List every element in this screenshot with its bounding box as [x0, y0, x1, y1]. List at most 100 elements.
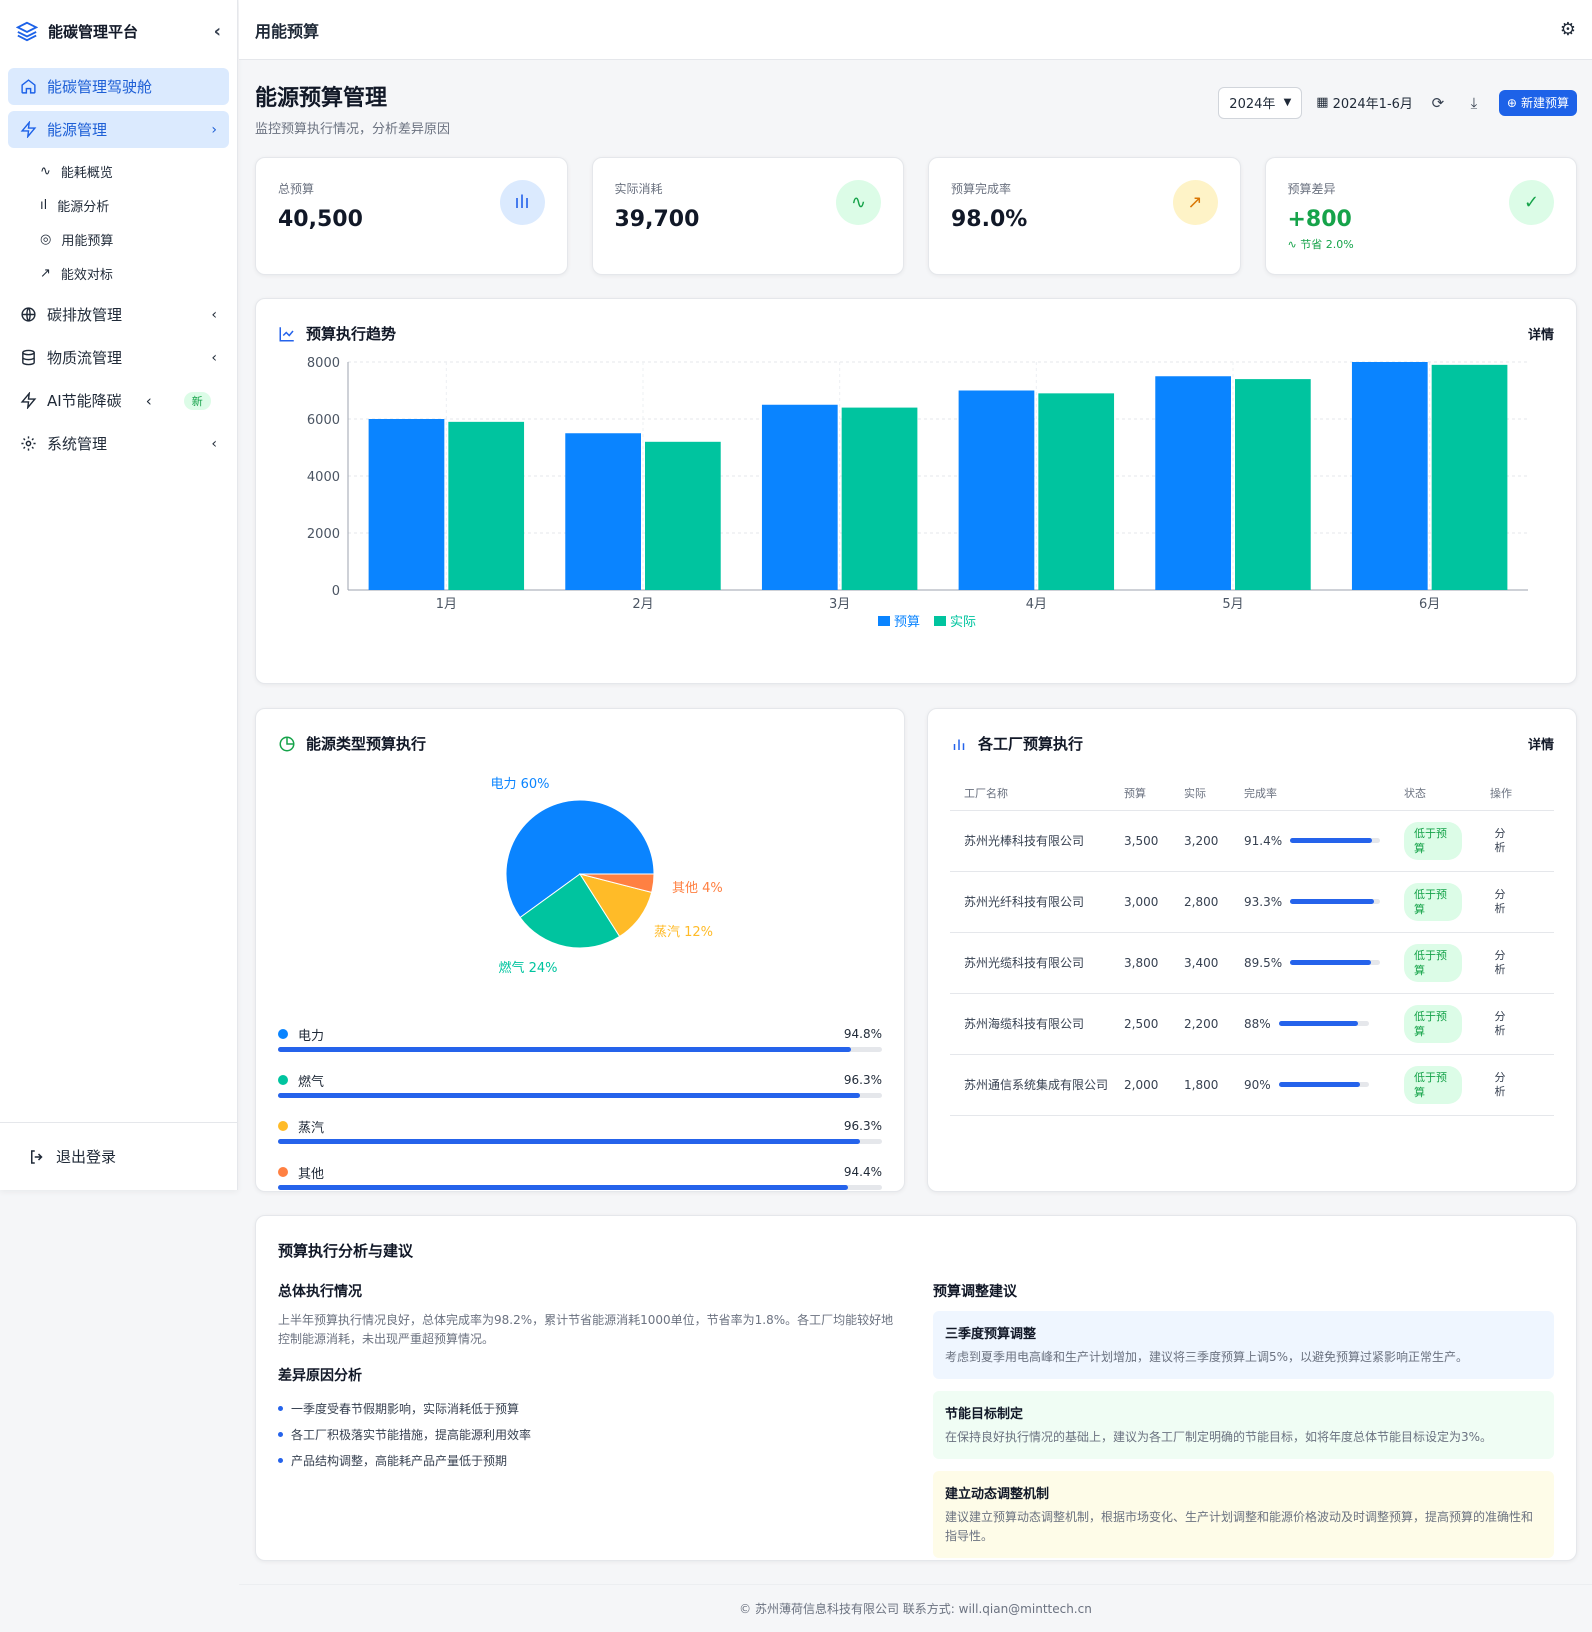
sidebar-item-ai[interactable]: AI节能降碳 ‹ 新	[8, 382, 229, 419]
pie-chart-icon	[279, 736, 295, 751]
logout-label: 退出登录	[56, 1148, 117, 1166]
status-badge: 低于预算	[1404, 1065, 1462, 1104]
card-title: 各工厂预算执行	[978, 735, 1084, 753]
stat-value: 39,700	[614, 207, 700, 232]
column-header: 状态	[1390, 776, 1476, 811]
new-budget-button[interactable]: ⊕ 新建预算	[1498, 89, 1577, 116]
factory-budget: 2,000	[1110, 1054, 1170, 1116]
rate-text: 91.4%	[1244, 833, 1283, 848]
energy-row: 电力 94.8%	[278, 1024, 882, 1052]
suggestion-text: 在保持良好执行情况的基础上，建议为各工厂制定明确的节能目标，如将年度总体节能目标…	[945, 1430, 1493, 1444]
suggestion-card: 建立动态调整机制 建议建立预算动态调整机制，根据市场变化、生产计划调整和能源价格…	[933, 1471, 1554, 1558]
sidebar-subitem-budget[interactable]: ◎ 用能预算	[0, 222, 237, 256]
stat-cards: 总预算 40,500 ılı 实际消耗 39,700 ∿ 预算完成率 98.0%…	[255, 157, 1577, 275]
factory-op: 分析	[1476, 932, 1554, 994]
new-budget-label: 新建预算	[1520, 96, 1569, 110]
chevron-left-icon: ‹	[211, 306, 217, 323]
sidebar-item-system[interactable]: 系统管理 ‹	[8, 425, 229, 462]
year-select[interactable]: 2024年 ▼	[1218, 86, 1303, 119]
gear-icon	[21, 436, 36, 451]
progress-track	[1290, 899, 1381, 904]
download-icon[interactable]: ⤓	[1470, 93, 1478, 112]
bar-chart-icon: ılı	[499, 180, 545, 225]
column-header: 实际	[1170, 776, 1230, 811]
column-header: 工厂名称	[950, 776, 1110, 811]
factory-name: 苏州光棒科技有限公司	[950, 810, 1110, 872]
diff-title: 差异原因分析	[278, 1368, 362, 1384]
sidebar-subitem-label: 能耗概览	[60, 165, 113, 181]
analyze-link[interactable]: 分析	[1494, 1070, 1506, 1098]
column-header: 操作	[1476, 776, 1554, 811]
stat-note-text: 节省 2.0%	[1300, 238, 1354, 251]
progress-track	[278, 1185, 882, 1190]
factory-status: 低于预算	[1390, 871, 1476, 933]
pie-label: 电力 60%	[490, 777, 549, 792]
suggestion-card: 节能目标制定 在保持良好执行情况的基础上，建议为各工厂制定明确的节能目标，如将年…	[933, 1391, 1554, 1459]
status-badge: 低于预算	[1404, 882, 1462, 921]
card-header: 各工厂预算执行 详情	[950, 733, 1554, 754]
new-badge: 新	[183, 391, 211, 410]
progress-fill	[1290, 960, 1371, 965]
sidebar-subitem-label: 能效对标	[60, 267, 113, 283]
details-link[interactable]: 详情	[1527, 738, 1554, 753]
analyze-link[interactable]: 分析	[1494, 948, 1506, 976]
progress-track	[278, 1047, 882, 1052]
stat-label: 实际消耗	[614, 182, 663, 196]
sidebar-subitem-label: 用能预算	[61, 233, 114, 249]
legend-label: 预算	[894, 615, 920, 630]
factory-actual: 2,800	[1170, 871, 1230, 933]
main-content: 能源预算管理 监控预算执行情况，分析差异原因 2024年 ▼ ▦ 2024年1-…	[255, 60, 1577, 1561]
page-subtitle: 监控预算执行情况，分析差异原因	[255, 122, 451, 137]
progress-fill	[278, 1139, 860, 1144]
rate-text: 90%	[1244, 1077, 1271, 1092]
analyze-link[interactable]: 分析	[1494, 887, 1506, 915]
progress-fill	[1278, 1021, 1358, 1026]
sidebar-item-label: 能源管理	[47, 121, 108, 139]
details-link[interactable]: 详情	[1527, 328, 1554, 343]
target-icon: ◎	[40, 231, 52, 247]
progress-track	[1278, 1082, 1369, 1087]
factory-name: 苏州光纤科技有限公司	[950, 871, 1110, 933]
refresh-icon[interactable]: ⟳	[1431, 93, 1445, 112]
pie-label: 蒸汽 12%	[654, 925, 713, 940]
sidebar-item-cockpit[interactable]: 能碳管理驾驶舱	[8, 68, 229, 105]
chevron-left-icon: ‹	[145, 391, 152, 410]
card-title: 能源类型预算执行	[306, 735, 427, 753]
factory-name: 苏州通信系统集成有限公司	[950, 1054, 1110, 1116]
bar-预算	[958, 390, 1035, 590]
sidebar-subitem-analysis[interactable]: ıl 能源分析	[0, 188, 237, 222]
diff-list: 一季度受春节假期影响，实际消耗低于预算 各工厂积极落实节能措施，提高能源利用效率…	[278, 1395, 899, 1473]
sidebar-subitem-benchmark[interactable]: ↗ 能效对标	[0, 256, 237, 290]
bar-预算	[761, 404, 838, 590]
analyze-link[interactable]: 分析	[1494, 1009, 1506, 1037]
logout-button[interactable]: 退出登录	[0, 1122, 237, 1190]
sidebar-item-material[interactable]: 物质流管理 ‹	[8, 339, 229, 376]
steam-dot	[278, 1121, 288, 1131]
energy-progress-list: 电力 94.8% 燃气 96.3% 蒸汽 96.3% 其他 94.4%	[278, 1024, 882, 1190]
line-chart-icon	[279, 326, 294, 341]
energy-type-card: 能源类型预算执行 电力 60% 燃气 24% 蒸汽 12% 其他 4% 电力 94.8%…	[255, 708, 905, 1192]
electricity-dot	[278, 1029, 288, 1039]
rate-text: 88%	[1244, 1016, 1271, 1031]
factory-name: 苏州海缆科技有限公司	[950, 993, 1110, 1055]
factory-budget-card: 各工厂预算执行 详情 工厂名称 预算 实际 完成率 状态 操作 苏州光棒科技有限…	[927, 708, 1577, 1192]
topbar: 用能预算 ⚙	[239, 0, 1592, 60]
date-range-picker[interactable]: ▦ 2024年1-6月	[1316, 93, 1413, 112]
sidebar-item-energy[interactable]: 能源管理 ›	[8, 111, 229, 148]
collapse-sidebar-icon[interactable]: ‹	[213, 20, 221, 42]
settings-gear-icon[interactable]: ⚙	[1559, 19, 1576, 40]
trending-up-icon: ↗	[40, 265, 51, 281]
analyze-link[interactable]: 分析	[1494, 826, 1506, 854]
bar-实际	[1038, 393, 1115, 590]
factory-table: 工厂名称 预算 实际 完成率 状态 操作 苏州光棒科技有限公司 3,500 3,…	[950, 776, 1554, 1116]
sidebar-item-carbon[interactable]: 碳排放管理 ‹	[8, 296, 229, 333]
chevron-down-icon: ▼	[1283, 97, 1292, 108]
factory-status: 低于预算	[1390, 932, 1476, 994]
energy-pct: 96.3%	[843, 1119, 882, 1133]
pie-label: 燃气 24%	[498, 960, 557, 976]
date-range-value: 2024年1-6月	[1332, 97, 1413, 112]
page-header: 能源预算管理 监控预算执行情况，分析差异原因 2024年 ▼ ▦ 2024年1-…	[255, 60, 1577, 157]
table-row: 苏州光缆科技有限公司 3,800 3,400 89.5% 低于预算 分析	[950, 932, 1554, 994]
sidebar-subitem-overview[interactable]: ∿ 能耗概览	[0, 154, 237, 188]
suggest-title: 预算调整建议	[933, 1284, 1017, 1300]
